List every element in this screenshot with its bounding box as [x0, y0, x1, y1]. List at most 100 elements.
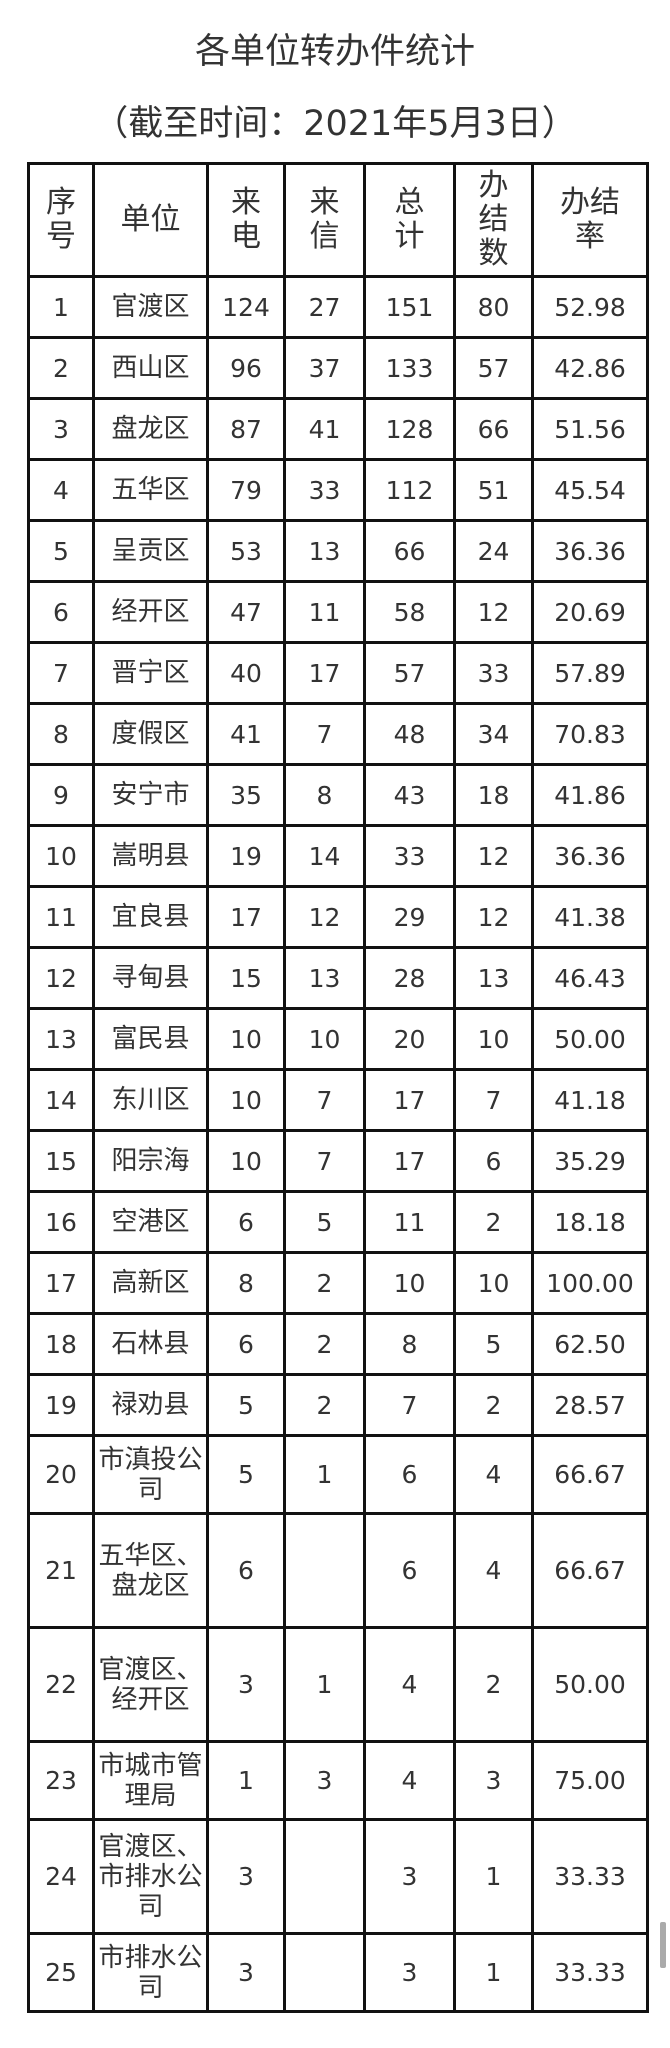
cell-letters: 17 [283, 641, 366, 705]
cell-completion-rate: 18.18 [531, 1190, 649, 1254]
table-row: 13 富民县 10 10 20 10 50.00 [27, 1007, 649, 1071]
cell-calls: 6 [206, 1512, 286, 1629]
cell-completion-rate: 46.43 [531, 946, 649, 1010]
cell-calls: 96 [206, 336, 286, 400]
cell-calls: 47 [206, 580, 286, 644]
cell-total: 17 [363, 1068, 456, 1132]
cell-unit: 五华区、盘龙区 [92, 1512, 209, 1629]
cell-index: 19 [27, 1373, 95, 1437]
cell-calls: 19 [206, 824, 286, 888]
table-row: 12 寻甸县 15 13 28 13 46.43 [27, 946, 649, 1010]
cell-total: 133 [363, 336, 456, 400]
cell-completion-rate: 42.86 [531, 336, 649, 400]
cell-completed: 10 [453, 1251, 534, 1315]
cell-completion-rate: 57.89 [531, 641, 649, 705]
cell-unit: 禄劝县 [92, 1373, 209, 1437]
cell-completion-rate: 41.86 [531, 763, 649, 827]
cell-index: 11 [27, 885, 95, 949]
cell-index: 4 [27, 458, 95, 522]
cell-index: 21 [27, 1512, 95, 1629]
cell-unit: 五华区 [92, 458, 209, 522]
cell-completion-rate: 41.38 [531, 885, 649, 949]
cell-unit: 高新区 [92, 1251, 209, 1315]
cell-total: 10 [363, 1251, 456, 1315]
cell-completed: 12 [453, 824, 534, 888]
cell-index: 15 [27, 1129, 95, 1193]
cell-calls: 3 [206, 1932, 286, 2013]
cell-letters: 13 [283, 519, 366, 583]
table-row: 17 高新区 8 2 10 10 100.00 [27, 1251, 649, 1315]
cell-completed: 24 [453, 519, 534, 583]
cell-completed: 12 [453, 885, 534, 949]
cell-index: 2 [27, 336, 95, 400]
table-row: 20 市滇投公司 5 1 6 4 66.67 [27, 1434, 649, 1515]
cell-total: 3 [363, 1818, 456, 1935]
cell-calls: 10 [206, 1129, 286, 1193]
cell-index: 18 [27, 1312, 95, 1376]
cell-calls: 41 [206, 702, 286, 766]
cell-calls: 40 [206, 641, 286, 705]
cell-index: 14 [27, 1068, 95, 1132]
cell-completion-rate: 70.83 [531, 702, 649, 766]
cell-calls: 17 [206, 885, 286, 949]
cell-total: 6 [363, 1512, 456, 1629]
table-row: 8 度假区 41 7 48 34 70.83 [27, 702, 649, 766]
cell-calls: 79 [206, 458, 286, 522]
cell-unit: 经开区 [92, 580, 209, 644]
cell-completion-rate: 28.57 [531, 1373, 649, 1437]
cell-index: 24 [27, 1818, 95, 1935]
scrollbar[interactable] [660, 1922, 666, 1968]
cell-letters: 41 [283, 397, 366, 461]
header-label: 序号 [46, 185, 76, 254]
cell-total: 17 [363, 1129, 456, 1193]
table-row: 4 五华区 79 33 112 51 45.54 [27, 458, 649, 522]
cell-unit: 石林县 [92, 1312, 209, 1376]
cell-completion-rate: 35.29 [531, 1129, 649, 1193]
cell-letters: 5 [283, 1190, 366, 1254]
cell-index: 10 [27, 824, 95, 888]
cell-index: 8 [27, 702, 95, 766]
header-label: 单位 [120, 202, 181, 237]
cell-calls: 3 [206, 1818, 286, 1935]
cell-letters: 2 [283, 1312, 366, 1376]
page-subtitle: （截至时间：2021年5月3日） [93, 104, 577, 144]
cell-total: 128 [363, 397, 456, 461]
table-row: 19 禄劝县 5 2 7 2 28.57 [27, 1373, 649, 1437]
cell-completed: 33 [453, 641, 534, 705]
cell-unit: 寻甸县 [92, 946, 209, 1010]
cell-calls: 5 [206, 1434, 286, 1515]
header-total: 总计 [363, 162, 456, 278]
cell-letters: 2 [283, 1251, 366, 1315]
table-row: 6 经开区 47 11 58 12 20.69 [27, 580, 649, 644]
cell-total: 29 [363, 885, 456, 949]
cell-calls: 6 [206, 1312, 286, 1376]
header-label: 办结数 [478, 168, 509, 271]
cell-unit: 嵩明县 [92, 824, 209, 888]
cell-calls: 6 [206, 1190, 286, 1254]
table-header-row: 序号 单位 来电 来信 总计 办结数 办结率 [27, 162, 649, 278]
statistics-table: 序号 单位 来电 来信 总计 办结数 办结率 1 官渡区 124 27 151 80 52.98 2 西山区… [27, 162, 649, 2013]
cell-index: 3 [27, 397, 95, 461]
cell-total: 11 [363, 1190, 456, 1254]
cell-letters [283, 1818, 366, 1935]
cell-completed: 2 [453, 1373, 534, 1437]
table-row: 3 盘龙区 87 41 128 66 51.56 [27, 397, 649, 461]
cell-completed: 3 [453, 1740, 534, 1821]
cell-index: 17 [27, 1251, 95, 1315]
header-label: 总计 [394, 185, 425, 254]
cell-completion-rate: 100.00 [531, 1251, 649, 1315]
cell-unit: 呈贡区 [92, 519, 209, 583]
table-row: 7 晋宁区 40 17 57 33 57.89 [27, 641, 649, 705]
cell-letters: 2 [283, 1373, 366, 1437]
cell-completed: 13 [453, 946, 534, 1010]
cell-completed: 1 [453, 1932, 534, 2013]
cell-total: 4 [363, 1740, 456, 1821]
cell-calls: 15 [206, 946, 286, 1010]
table-row: 21 五华区、盘龙区 6 6 4 66.67 [27, 1512, 649, 1629]
table-row: 9 安宁市 35 8 43 18 41.86 [27, 763, 649, 827]
header-completed: 办结数 [453, 162, 534, 278]
table-row: 5 呈贡区 53 13 66 24 36.36 [27, 519, 649, 583]
cell-unit: 晋宁区 [92, 641, 209, 705]
table-row: 14 东川区 10 7 17 7 41.18 [27, 1068, 649, 1132]
cell-completed: 34 [453, 702, 534, 766]
